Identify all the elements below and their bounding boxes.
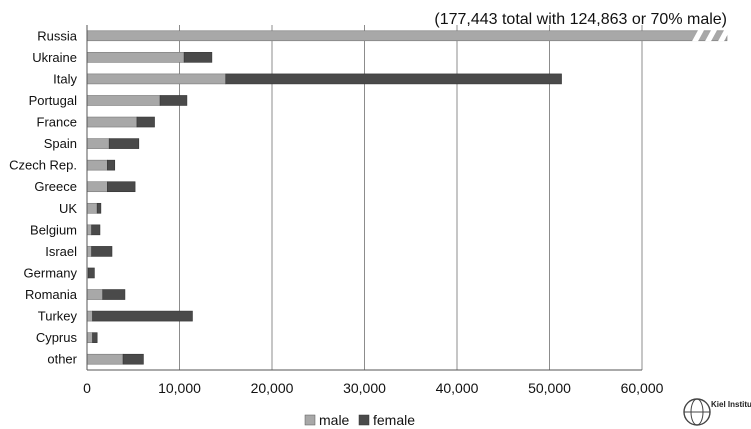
category-label-portugal: Portugal xyxy=(29,93,78,108)
legend-label-female: female xyxy=(373,412,415,428)
legend-label-male: male xyxy=(319,412,350,428)
category-label-spain: Spain xyxy=(44,136,77,151)
category-label-uk: UK xyxy=(59,201,77,216)
bar-france-male xyxy=(86,116,138,128)
bars-group xyxy=(86,30,730,365)
bar-uk-female xyxy=(96,202,102,214)
category-label-greece: Greece xyxy=(34,179,77,194)
bar-czech-rep-male xyxy=(86,159,108,171)
category-label-belgium: Belgium xyxy=(30,222,77,237)
axis-break-mark xyxy=(705,30,717,42)
category-label-czech-rep: Czech Rep. xyxy=(9,158,77,173)
bar-greece-female xyxy=(107,181,136,193)
legend: male female xyxy=(304,412,415,428)
bar-germany-female xyxy=(88,267,95,279)
x-tick-label: 20,000 xyxy=(251,380,294,396)
bar-turkey-male xyxy=(86,310,93,322)
category-label-germany: Germany xyxy=(24,265,78,280)
x-tick-label: 30,000 xyxy=(343,380,386,396)
bar-other-male xyxy=(86,353,124,365)
bar-portugal-female xyxy=(159,95,188,106)
bar-spain-female xyxy=(108,138,140,149)
bar-cyprus-male xyxy=(86,332,93,343)
x-tick-label: 60,000 xyxy=(621,380,664,396)
bar-italy-male xyxy=(86,73,227,85)
bar-ukraine-male xyxy=(86,52,185,63)
legend-swatch-female xyxy=(358,414,370,426)
category-label-ukraine: Ukraine xyxy=(32,50,77,65)
kiel-institute-logo: Kiel Institute xyxy=(683,398,751,426)
x-tick-label: 50,000 xyxy=(528,380,571,396)
bar-uk-male xyxy=(86,202,98,214)
category-label-russia: Russia xyxy=(37,28,78,43)
bar-cyprus-female xyxy=(92,332,98,343)
x-tick-label: 10,000 xyxy=(158,380,201,396)
bar-romania-female xyxy=(102,289,126,300)
bar-spain-male xyxy=(86,138,110,149)
category-label-turkey: Turkey xyxy=(38,309,78,324)
category-label-france: France xyxy=(37,115,77,130)
bar-belgium-female xyxy=(91,224,101,236)
category-label-cyprus: Cyprus xyxy=(36,330,78,345)
bar-czech-rep-female xyxy=(107,159,116,171)
bar-italy-female xyxy=(225,73,562,85)
category-label-other: other xyxy=(47,352,77,367)
russia-total-annotation: (177,443 total with 124,863 or 70% male) xyxy=(434,11,727,28)
legend-swatch-male xyxy=(304,414,316,426)
category-label-romania: Romania xyxy=(25,287,78,302)
bar-israel-male xyxy=(86,246,92,257)
axes xyxy=(86,25,642,371)
category-labels: Russia Ukraine Italy Portugal France Spain Cze… xyxy=(9,28,78,366)
axis-break-mark xyxy=(718,30,730,42)
bar-russia-male xyxy=(86,30,728,42)
bar-greece-male xyxy=(86,181,108,193)
bar-romania-male xyxy=(86,289,104,300)
bar-other-female xyxy=(122,353,144,365)
bar-israel-female xyxy=(91,246,113,257)
bar-turkey-female xyxy=(92,310,193,322)
bar-belgium-male xyxy=(86,224,92,236)
category-label-italy: Italy xyxy=(53,71,77,86)
axis-break-mark xyxy=(692,30,704,42)
x-tick-labels: 0 10,000 20,000 30,000 40,000 50,000 60,000 xyxy=(83,380,664,396)
x-tick-label: 40,000 xyxy=(436,380,479,396)
category-label-israel: Israel xyxy=(45,244,77,259)
bar-ukraine-female xyxy=(183,52,213,63)
x-tick-label: 0 xyxy=(83,380,91,396)
bar-portugal-male xyxy=(86,95,161,106)
logo-text: Kiel Institute xyxy=(711,400,751,409)
bar-france-female xyxy=(136,116,155,128)
